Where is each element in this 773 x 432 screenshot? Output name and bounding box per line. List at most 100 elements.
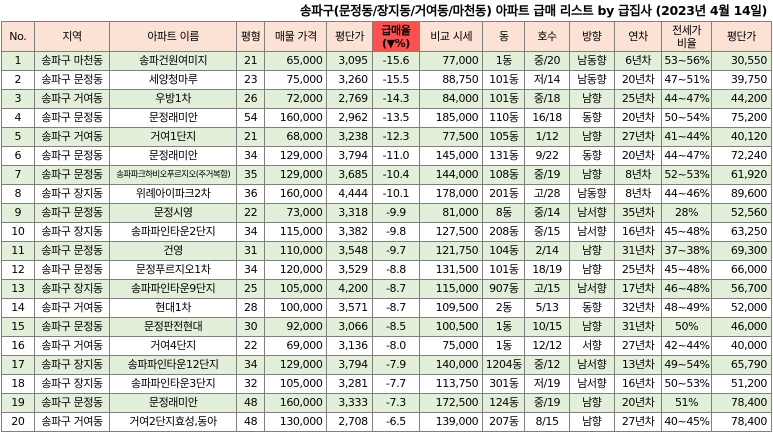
cell-unit-price-2[interactable]: 66,000 <box>710 260 773 280</box>
table-row[interactable]: 5 송파구 거여동 거여1단지 21 68,000 3,238 -12.3 77,500 105… <box>1 127 773 147</box>
cell-drop-rate[interactable]: -7.3 <box>371 393 421 413</box>
cell-apt-name[interactable]: 위례아이파크2차 <box>109 184 237 204</box>
cell-floor[interactable]: 1/12 <box>524 127 570 147</box>
cell-unit-price[interactable]: 3,794 <box>326 355 373 375</box>
cell-drop-rate[interactable]: -8.8 <box>371 260 421 280</box>
cell-jeonse-ratio[interactable]: 46~48% <box>661 279 712 299</box>
cell-direction[interactable]: 동향 <box>568 146 615 166</box>
cell-pyeong[interactable]: 34 <box>235 222 266 242</box>
cell-unit-price[interactable]: 3,136 <box>326 336 373 356</box>
cell-region[interactable]: 송파구 문정동 <box>33 317 111 337</box>
cell-compare-price[interactable]: 113,750 <box>419 374 484 394</box>
cell-jeonse-ratio[interactable]: 50~54% <box>661 108 712 128</box>
cell-compare-price[interactable]: 84,000 <box>419 89 484 109</box>
cell-age[interactable]: 31년차 <box>613 317 663 337</box>
cell-pyeong[interactable]: 36 <box>235 184 266 204</box>
cell-region[interactable]: 송파구 장지동 <box>33 374 111 394</box>
cell-direction[interactable]: 남향 <box>568 260 615 280</box>
cell-apt-name[interactable]: 송파파인타운9단지 <box>109 279 237 299</box>
cell-drop-rate[interactable]: -9.9 <box>371 203 421 223</box>
cell-age[interactable]: 16년차 <box>613 222 663 242</box>
cell-drop-rate[interactable]: -9.8 <box>371 222 421 242</box>
cell-pyeong[interactable]: 30 <box>235 317 266 337</box>
cell-no[interactable]: 3 <box>1 89 35 109</box>
cell-price[interactable]: 160,000 <box>264 108 328 128</box>
cell-apt-name[interactable]: 문정래미안 <box>109 393 237 413</box>
cell-region[interactable]: 송파구 문정동 <box>33 108 111 128</box>
cell-jeonse-ratio[interactable]: 52~53% <box>661 165 712 185</box>
table-row[interactable]: 13 송파구 장지동 송파파인타운9단지 25 105,000 4,200 -8.7 115,… <box>1 279 773 299</box>
cell-apt-name[interactable]: 세양청마루 <box>109 70 237 90</box>
cell-no[interactable]: 4 <box>1 108 35 128</box>
header-no[interactable]: No. <box>1 21 35 52</box>
cell-jeonse-ratio[interactable]: 50~53% <box>661 374 712 394</box>
cell-price[interactable]: 92,000 <box>264 317 328 337</box>
cell-no[interactable]: 6 <box>1 146 35 166</box>
cell-direction[interactable]: 남동향 <box>568 70 615 90</box>
cell-building[interactable]: 101동 <box>482 260 526 280</box>
table-row[interactable]: 4 송파구 문정동 문정래미안 54 160,000 2,962 -13.5 185,000 1… <box>1 108 773 128</box>
cell-floor[interactable]: 고/28 <box>524 184 570 204</box>
cell-building[interactable]: 108동 <box>482 165 526 185</box>
cell-building[interactable]: 301동 <box>482 374 526 394</box>
cell-direction[interactable]: 동향 <box>568 108 615 128</box>
header-age[interactable]: 연차 <box>613 21 663 52</box>
cell-compare-price[interactable]: 185,000 <box>419 108 484 128</box>
cell-region[interactable]: 송파구 문정동 <box>33 146 111 166</box>
cell-direction[interactable]: 남동향 <box>568 51 615 71</box>
cell-age[interactable]: 20년차 <box>613 70 663 90</box>
cell-region[interactable]: 송파구 문정동 <box>33 203 111 223</box>
cell-price[interactable]: 105,000 <box>264 279 328 299</box>
cell-unit-price-2[interactable]: 30,550 <box>710 51 773 71</box>
cell-building[interactable]: 1동 <box>482 51 526 71</box>
cell-unit-price[interactable]: 3,238 <box>326 127 373 147</box>
cell-direction[interactable]: 남향 <box>568 165 615 185</box>
cell-direction[interactable]: 남향 <box>568 127 615 147</box>
table-row[interactable]: 1 송파구 마천동 송파건원여미지 21 65,000 3,095 -15.6 77,000 1… <box>1 51 773 71</box>
cell-unit-price-2[interactable]: 78,400 <box>710 412 773 432</box>
cell-unit-price-2[interactable]: 63,250 <box>710 222 773 242</box>
cell-drop-rate[interactable]: -10.1 <box>371 184 421 204</box>
cell-region[interactable]: 송파구 마천동 <box>33 51 111 71</box>
cell-region[interactable]: 송파구 문정동 <box>33 393 111 413</box>
cell-no[interactable]: 15 <box>1 317 35 337</box>
cell-floor[interactable]: 중/15 <box>524 222 570 242</box>
cell-unit-price-2[interactable]: 56,700 <box>710 279 773 299</box>
header-region[interactable]: 지역 <box>33 21 111 52</box>
cell-unit-price-2[interactable]: 40,000 <box>710 336 773 356</box>
cell-region[interactable]: 송파구 거여동 <box>33 336 111 356</box>
cell-unit-price[interactable]: 3,571 <box>326 298 373 318</box>
cell-region[interactable]: 송파구 거여동 <box>33 127 111 147</box>
cell-pyeong[interactable]: 34 <box>235 260 266 280</box>
cell-direction[interactable]: 남서향 <box>568 279 615 299</box>
cell-apt-name[interactable]: 문정판전현대 <box>109 317 237 337</box>
cell-building[interactable]: 1동 <box>482 336 526 356</box>
cell-pyeong[interactable]: 23 <box>235 70 266 90</box>
cell-apt-name[interactable]: 송파파인타운12단지 <box>109 355 237 375</box>
cell-price[interactable]: 129,000 <box>264 146 328 166</box>
cell-drop-rate[interactable]: -8.5 <box>371 317 421 337</box>
cell-pyeong[interactable]: 22 <box>235 336 266 356</box>
cell-age[interactable]: 31년차 <box>613 241 663 261</box>
cell-pyeong[interactable]: 34 <box>235 355 266 375</box>
cell-floor[interactable]: 중/14 <box>524 203 570 223</box>
cell-floor[interactable]: 12/12 <box>524 336 570 356</box>
cell-unit-price[interactable]: 3,548 <box>326 241 373 261</box>
cell-drop-rate[interactable]: -15.6 <box>371 51 421 71</box>
cell-unit-price[interactable]: 2,708 <box>326 412 373 432</box>
cell-unit-price-2[interactable]: 39,750 <box>710 70 773 90</box>
table-row[interactable]: 14 송파구 거여동 현대1차 28 100,000 3,571 -8.7 109,500 2동… <box>1 298 773 318</box>
cell-age[interactable]: 27년차 <box>613 336 663 356</box>
cell-price[interactable]: 115,000 <box>264 222 328 242</box>
cell-compare-price[interactable]: 145,000 <box>419 146 484 166</box>
cell-direction[interactable]: 남동향 <box>568 184 615 204</box>
cell-unit-price-2[interactable]: 61,920 <box>710 165 773 185</box>
cell-no[interactable]: 17 <box>1 355 35 375</box>
cell-drop-rate[interactable]: -14.3 <box>371 89 421 109</box>
cell-unit-price[interactable]: 3,685 <box>326 165 373 185</box>
cell-drop-rate[interactable]: -13.5 <box>371 108 421 128</box>
cell-price[interactable]: 105,000 <box>264 374 328 394</box>
cell-pyeong[interactable]: 21 <box>235 51 266 71</box>
cell-pyeong[interactable]: 28 <box>235 298 266 318</box>
cell-jeonse-ratio[interactable]: 42~44% <box>661 336 712 356</box>
